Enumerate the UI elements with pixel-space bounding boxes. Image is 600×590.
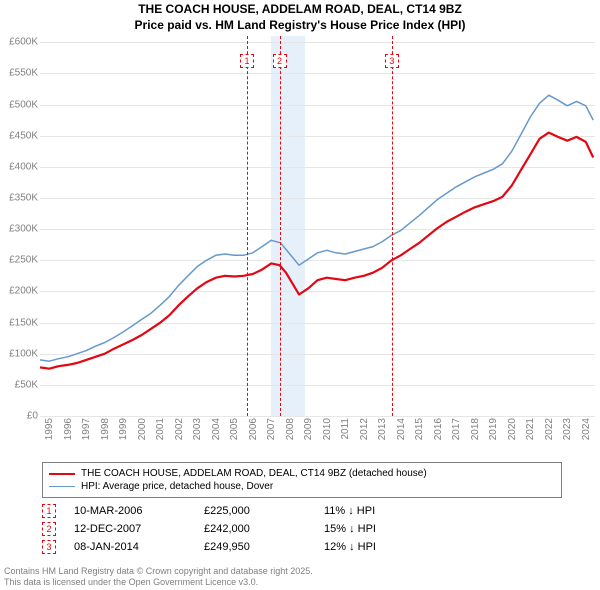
sale-marker-line xyxy=(280,36,281,416)
sale-delta: 11% ↓ HPI xyxy=(324,505,474,517)
x-tick-label: 1997 xyxy=(81,418,92,440)
x-tick-label: 2014 xyxy=(396,418,407,440)
sale-num-box: 2 xyxy=(42,522,56,536)
x-tick-label: 2020 xyxy=(507,418,518,440)
x-tick-label: 1999 xyxy=(118,418,129,440)
x-tick-label: 2007 xyxy=(266,418,277,440)
sale-date: 12-DEC-2007 xyxy=(74,523,204,535)
x-tick-label: 2003 xyxy=(192,418,203,440)
x-axis: 1995 1996 1997 1998 1999 2000 2001 2002 2003 2004… xyxy=(40,416,595,456)
chart-area: £0 £50K £100K £150K £200K £250K £300K £350K £400… xyxy=(0,36,600,436)
sale-marker-box: 2 xyxy=(273,54,287,68)
y-tick-label: £300K xyxy=(9,224,38,235)
y-tick-label: £600K xyxy=(9,37,38,48)
x-tick-label: 2002 xyxy=(174,418,185,440)
y-tick-label: £550K xyxy=(9,68,38,79)
sales-table: 1 10-MAR-2006£225,00011% ↓ HPI 2 12-DEC-200… xyxy=(42,504,562,554)
y-tick-label: £150K xyxy=(9,317,38,328)
x-tick-label: 2001 xyxy=(155,418,166,440)
y-tick-label: £0 xyxy=(27,411,38,422)
y-tick-label: £50K xyxy=(15,379,38,390)
footer-line-2: This data is licensed under the Open Gov… xyxy=(4,577,313,588)
sale-delta: 15% ↓ HPI xyxy=(324,523,474,535)
x-tick-label: 2006 xyxy=(248,418,259,440)
x-tick-label: 2022 xyxy=(544,418,555,440)
x-tick-label: 2016 xyxy=(433,418,444,440)
x-tick-label: 2011 xyxy=(340,418,351,440)
y-tick-label: £250K xyxy=(9,255,38,266)
title-line-1: THE COACH HOUSE, ADDELAM ROAD, DEAL, CT1… xyxy=(0,2,600,18)
x-tick-label: 2023 xyxy=(562,418,573,440)
line-chart-svg xyxy=(40,36,595,416)
x-tick-label: 2013 xyxy=(377,418,388,440)
sale-marker-box: 1 xyxy=(240,54,254,68)
sale-price: £225,000 xyxy=(204,505,324,517)
x-tick-label: 1995 xyxy=(44,418,55,440)
chart-title: THE COACH HOUSE, ADDELAM ROAD, DEAL, CT1… xyxy=(0,0,600,33)
x-tick-label: 2019 xyxy=(488,418,499,440)
x-tick-label: 2010 xyxy=(322,418,333,440)
plot-area: 1 2 3 xyxy=(40,36,595,416)
sale-marker-line xyxy=(392,36,393,416)
legend-label: HPI: Average price, detached house, Dove… xyxy=(81,481,273,492)
x-tick-label: 2024 xyxy=(581,418,592,440)
sale-marker-box: 3 xyxy=(385,54,399,68)
legend-label: THE COACH HOUSE, ADDELAM ROAD, DEAL, CT1… xyxy=(81,468,427,479)
x-tick-label: 2015 xyxy=(414,418,425,440)
sale-marker-line xyxy=(247,36,248,416)
legend: THE COACH HOUSE, ADDELAM ROAD, DEAL, CT1… xyxy=(42,462,562,498)
x-tick-label: 2021 xyxy=(525,418,536,440)
sale-price: £249,950 xyxy=(204,541,324,553)
sale-price: £242,000 xyxy=(204,523,324,535)
sale-date: 08-JAN-2014 xyxy=(74,541,204,553)
footer-attribution: Contains HM Land Registry data © Crown c… xyxy=(4,566,313,589)
x-tick-label: 2018 xyxy=(470,418,481,440)
y-axis: £0£50K£100K£150K£200K£250K£300K£350K£400… xyxy=(0,36,40,416)
x-tick-label: 2017 xyxy=(451,418,462,440)
y-tick-label: £500K xyxy=(9,99,38,110)
sale-delta: 12% ↓ HPI xyxy=(324,541,474,553)
footer-line-1: Contains HM Land Registry data © Crown c… xyxy=(4,566,313,577)
sale-num-box: 1 xyxy=(42,504,56,518)
legend-row: HPI: Average price, detached house, Dove… xyxy=(49,480,555,493)
x-tick-label: 2000 xyxy=(137,418,148,440)
x-tick-label: 1998 xyxy=(100,418,111,440)
y-tick-label: £450K xyxy=(9,130,38,141)
x-tick-label: 1996 xyxy=(63,418,74,440)
legend-swatch xyxy=(49,486,75,487)
x-tick-label: 2012 xyxy=(359,418,370,440)
x-tick-label: 2005 xyxy=(229,418,240,440)
legend-swatch xyxy=(49,473,75,475)
y-tick-label: £100K xyxy=(9,348,38,359)
sale-num-box: 3 xyxy=(42,540,56,554)
sale-date: 10-MAR-2006 xyxy=(74,505,204,517)
y-tick-label: £350K xyxy=(9,192,38,203)
title-line-2: Price paid vs. HM Land Registry's House … xyxy=(0,18,600,34)
y-tick-label: £400K xyxy=(9,161,38,172)
x-tick-label: 2004 xyxy=(211,418,222,440)
x-tick-label: 2009 xyxy=(303,418,314,440)
y-tick-label: £200K xyxy=(9,286,38,297)
x-tick-label: 2008 xyxy=(285,418,296,440)
series-line-property xyxy=(40,133,593,369)
series-line-hpi xyxy=(40,95,593,361)
legend-row: THE COACH HOUSE, ADDELAM ROAD, DEAL, CT1… xyxy=(49,467,555,480)
